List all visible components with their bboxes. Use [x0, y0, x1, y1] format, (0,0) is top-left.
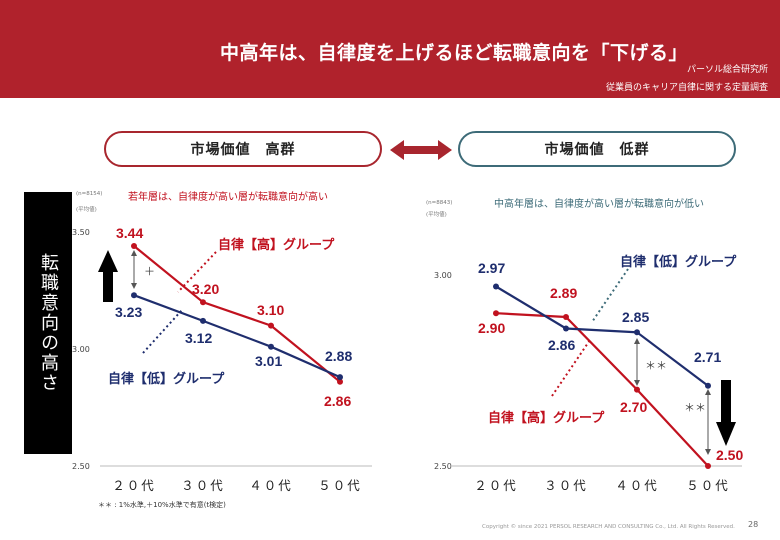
chart-left-ytick-250: 2.50	[72, 462, 90, 471]
chart-left-ytick-350: 3.50	[72, 228, 90, 237]
chart-right-trend-arrow-shaft	[721, 380, 731, 424]
chart-right-point-low-20s	[493, 283, 499, 290]
chart-right-label-high-20s: 2.90	[478, 320, 505, 336]
chart-right-xtick-50s: ５０代	[686, 478, 730, 493]
chart-left-xtick-20s: ２０代	[112, 478, 156, 493]
chart-left-young: 若年層は、自律度が高い層が転職意向が高い 3.50 3.00 2.50 ２０代 …	[72, 190, 372, 493]
chart-left-label-high-20s: 3.44	[116, 225, 143, 241]
chart-left-bracket-arrow-down-icon	[131, 283, 137, 289]
chart-right-significance-mark-50s: ＊＊	[684, 401, 706, 414]
chart-left-title: 若年層は、自律度が高い層が転職意向が高い	[128, 190, 328, 203]
chart-right-label-low-30s: 2.86	[548, 337, 575, 353]
group-label-low-market-value: 市場価値 低群	[458, 131, 736, 167]
chart-right-line-autonomy-high	[495, 312, 709, 467]
chart-right-significance-mark-40s: ＊＊	[645, 359, 667, 372]
group-label-high-market-value: 市場価値 高群	[104, 131, 382, 167]
chart-left-xtick-50s: ５０代	[318, 478, 362, 493]
chart-left-label-high-40s: 3.10	[257, 302, 284, 318]
y-axis-label-box	[24, 192, 72, 454]
chart-right-label-low-50s: 2.71	[694, 349, 721, 365]
chart-left-label-low-40s: 3.01	[255, 353, 282, 369]
chart-right-bracket-50s-arrow-down-icon	[705, 449, 711, 455]
page-number: 28	[748, 520, 759, 529]
chart-left-point-low-30s	[200, 317, 206, 324]
chart-left-legend-leader-low	[142, 309, 183, 354]
chart-left-label-high-50s: 2.86	[324, 393, 351, 409]
double-arrow-icon	[390, 140, 452, 160]
chart-left-significance-mark: ＋	[144, 265, 155, 278]
chart-left-legend-low: 自律【低】グループ	[108, 371, 225, 387]
chart-left-point-low-40s	[268, 343, 274, 350]
chart-right-xtick-30s: ３０代	[544, 478, 588, 493]
chart-right-point-high-50s	[705, 463, 711, 469]
left-chart-n-note: (n=8154)	[76, 191, 103, 197]
chart-left-label-high-30s: 3.20	[192, 281, 219, 297]
header-banner	[0, 0, 780, 98]
chart-left-line-autonomy-high	[133, 245, 341, 383]
chart-right-legend-leader-low	[591, 268, 629, 323]
chart-left-point-low-50s	[337, 374, 343, 381]
y-axis-label: 転職意向の高さ	[38, 253, 59, 393]
chart-right-legend-leader-high	[551, 339, 591, 397]
chart-left-point-high-50s	[337, 378, 343, 385]
chart-right-legend-high: 自律【高】グループ	[488, 410, 605, 426]
chart-right-label-low-20s: 2.97	[478, 260, 505, 276]
chart-left-legend-leader-high	[177, 251, 217, 293]
right-chart-n-note: (n=8843)	[426, 200, 453, 206]
survey-subtitle: 従業員のキャリア自律に関する定量調査	[605, 83, 768, 93]
chart-right-label-high-40s: 2.70	[620, 399, 647, 415]
chart-left-point-high-30s	[200, 299, 206, 306]
chart-right-label-high-30s: 2.89	[550, 285, 577, 301]
chart-right-line-autonomy-low	[495, 285, 709, 387]
chart-right-bracket-50s-arrow-up-icon	[705, 389, 711, 395]
chart-right-label-low-40s: 2.85	[622, 309, 649, 325]
chart-right-point-high-30s	[563, 314, 569, 320]
chart-left-point-high-40s	[268, 322, 274, 329]
chart-left-label-low-30s: 3.12	[185, 330, 212, 346]
chart-right-ytick-250: 2.50	[434, 462, 452, 471]
left-chart-unit-note: (平均値)	[76, 207, 97, 213]
chart-left-trend-arrow-shaft	[103, 270, 113, 302]
chart-left-label-low-50s: 2.88	[325, 348, 352, 364]
chart-left-point-high-20s	[131, 243, 137, 249]
chart-right-bracket-40s-arrow-down-icon	[634, 380, 640, 386]
source-label: パーソル総合研究所	[686, 65, 768, 75]
chart-right-point-low-40s	[634, 329, 640, 336]
chart-right-middle-aged: 中高年層は、自律度が高い層が転職意向が低い 3.00 2.50 ２０代 ３０代 …	[434, 197, 743, 493]
page-title: 中高年は、自律度を上げるほど転職意向を「下げる」	[219, 42, 688, 64]
chart-left-legend-high: 自律【高】グループ	[218, 237, 335, 253]
chart-right-label-high-50s: 2.50	[716, 447, 743, 463]
chart-right-point-high-40s	[634, 386, 640, 393]
chart-left-xtick-30s: ３０代	[181, 478, 225, 493]
chart-right-title: 中高年層は、自律度が高い層が転職意向が低い	[494, 197, 704, 210]
chart-left-point-low-20s	[131, 292, 137, 299]
chart-left-label-low-20s: 3.23	[115, 304, 142, 320]
chart-left-bracket-arrow-up-icon	[131, 250, 137, 256]
chart-left-line-autonomy-low	[133, 294, 341, 379]
chart-right-legend-low: 自律【低】グループ	[620, 254, 737, 270]
chart-right-xtick-40s: ４０代	[615, 478, 659, 493]
chart-right-point-low-50s	[705, 382, 711, 389]
right-chart-unit-note: (平均値)	[426, 212, 447, 218]
chart-right-point-low-30s	[563, 325, 569, 332]
chart-left-xtick-40s: ４０代	[249, 478, 293, 493]
chart-right-bracket-40s-arrow-up-icon	[634, 338, 640, 344]
chart-left-up-arrow-icon	[98, 250, 118, 272]
chart-left-ytick-300: 3.00	[72, 345, 90, 354]
chart-right-ytick-300: 3.00	[434, 271, 452, 280]
chart-right-point-high-20s	[493, 310, 499, 317]
copyright: Copyright © since 2021 PERSOL RESEARCH A…	[482, 524, 735, 530]
footnote: ＊＊ : 1%水準,＋10%水準で有意(t検定)	[98, 501, 226, 509]
chart-right-down-arrow-icon	[716, 422, 736, 446]
chart-right-xtick-20s: ２０代	[474, 478, 518, 493]
